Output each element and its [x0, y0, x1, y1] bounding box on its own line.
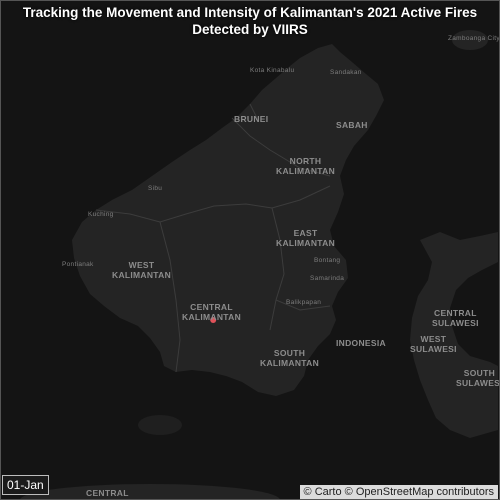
label-bontang: Bontang: [314, 257, 341, 264]
label-samarinda: Samarinda: [310, 275, 345, 282]
label-central-sulawesi: CENTRAL SULAWESI: [432, 308, 479, 328]
label-east-kalimantan: EAST KALIMANTAN: [276, 228, 336, 248]
province-borders: [95, 103, 331, 373]
label-west-sulawesi: WEST SULAWESI: [410, 334, 457, 354]
label-south-kalimantan: SOUTH KALIMANTAN: [260, 348, 320, 368]
island-java: [20, 484, 280, 500]
label-west-kalimantan: WEST KALIMANTAN: [112, 260, 172, 280]
label-zamboanga: Zamboanga City: [448, 35, 500, 42]
date-label: 01-Jan: [2, 475, 49, 495]
label-brunei: BRUNEI: [234, 114, 269, 124]
label-pontianak: Pontianak: [62, 261, 94, 268]
label-north-kalimantan: NORTH KALIMANTAN: [276, 156, 336, 176]
label-kuching: Kuching: [88, 211, 114, 218]
fire-point[interactable]: [210, 317, 217, 323]
label-sandakan: Sandakan: [330, 69, 362, 76]
map-attribution: © Carto © OpenStreetMap contributors: [299, 485, 498, 499]
label-central-kalimantan: CENTRAL KALIMANTAN: [182, 302, 242, 322]
map-title-line2: Detected by VIIRS: [192, 22, 308, 37]
map-title: Tracking the Movement and Intensity of K…: [0, 4, 500, 38]
island-north: [452, 30, 488, 50]
label-kota-kinabalu: Kota Kinabalu: [250, 67, 295, 74]
label-indonesia: INDONESIA: [336, 338, 386, 348]
label-central-bottom: CENTRAL: [86, 488, 129, 498]
sulawesi-landmass: [410, 232, 498, 438]
map-title-line1: Tracking the Movement and Intensity of K…: [22, 5, 478, 20]
island-south: [138, 415, 182, 435]
label-sibu: Sibu: [148, 185, 163, 192]
label-south-sulawesi: SOUTH SULAWESI: [456, 368, 500, 388]
borneo-landmass: [72, 44, 384, 396]
label-sabah: SABAH: [336, 120, 368, 130]
attribution-carto-link[interactable]: © Carto: [303, 486, 342, 498]
attribution-osm-link[interactable]: © OpenStreetMap contributors: [344, 486, 494, 498]
label-balikpapan: Balikpapan: [286, 299, 322, 306]
